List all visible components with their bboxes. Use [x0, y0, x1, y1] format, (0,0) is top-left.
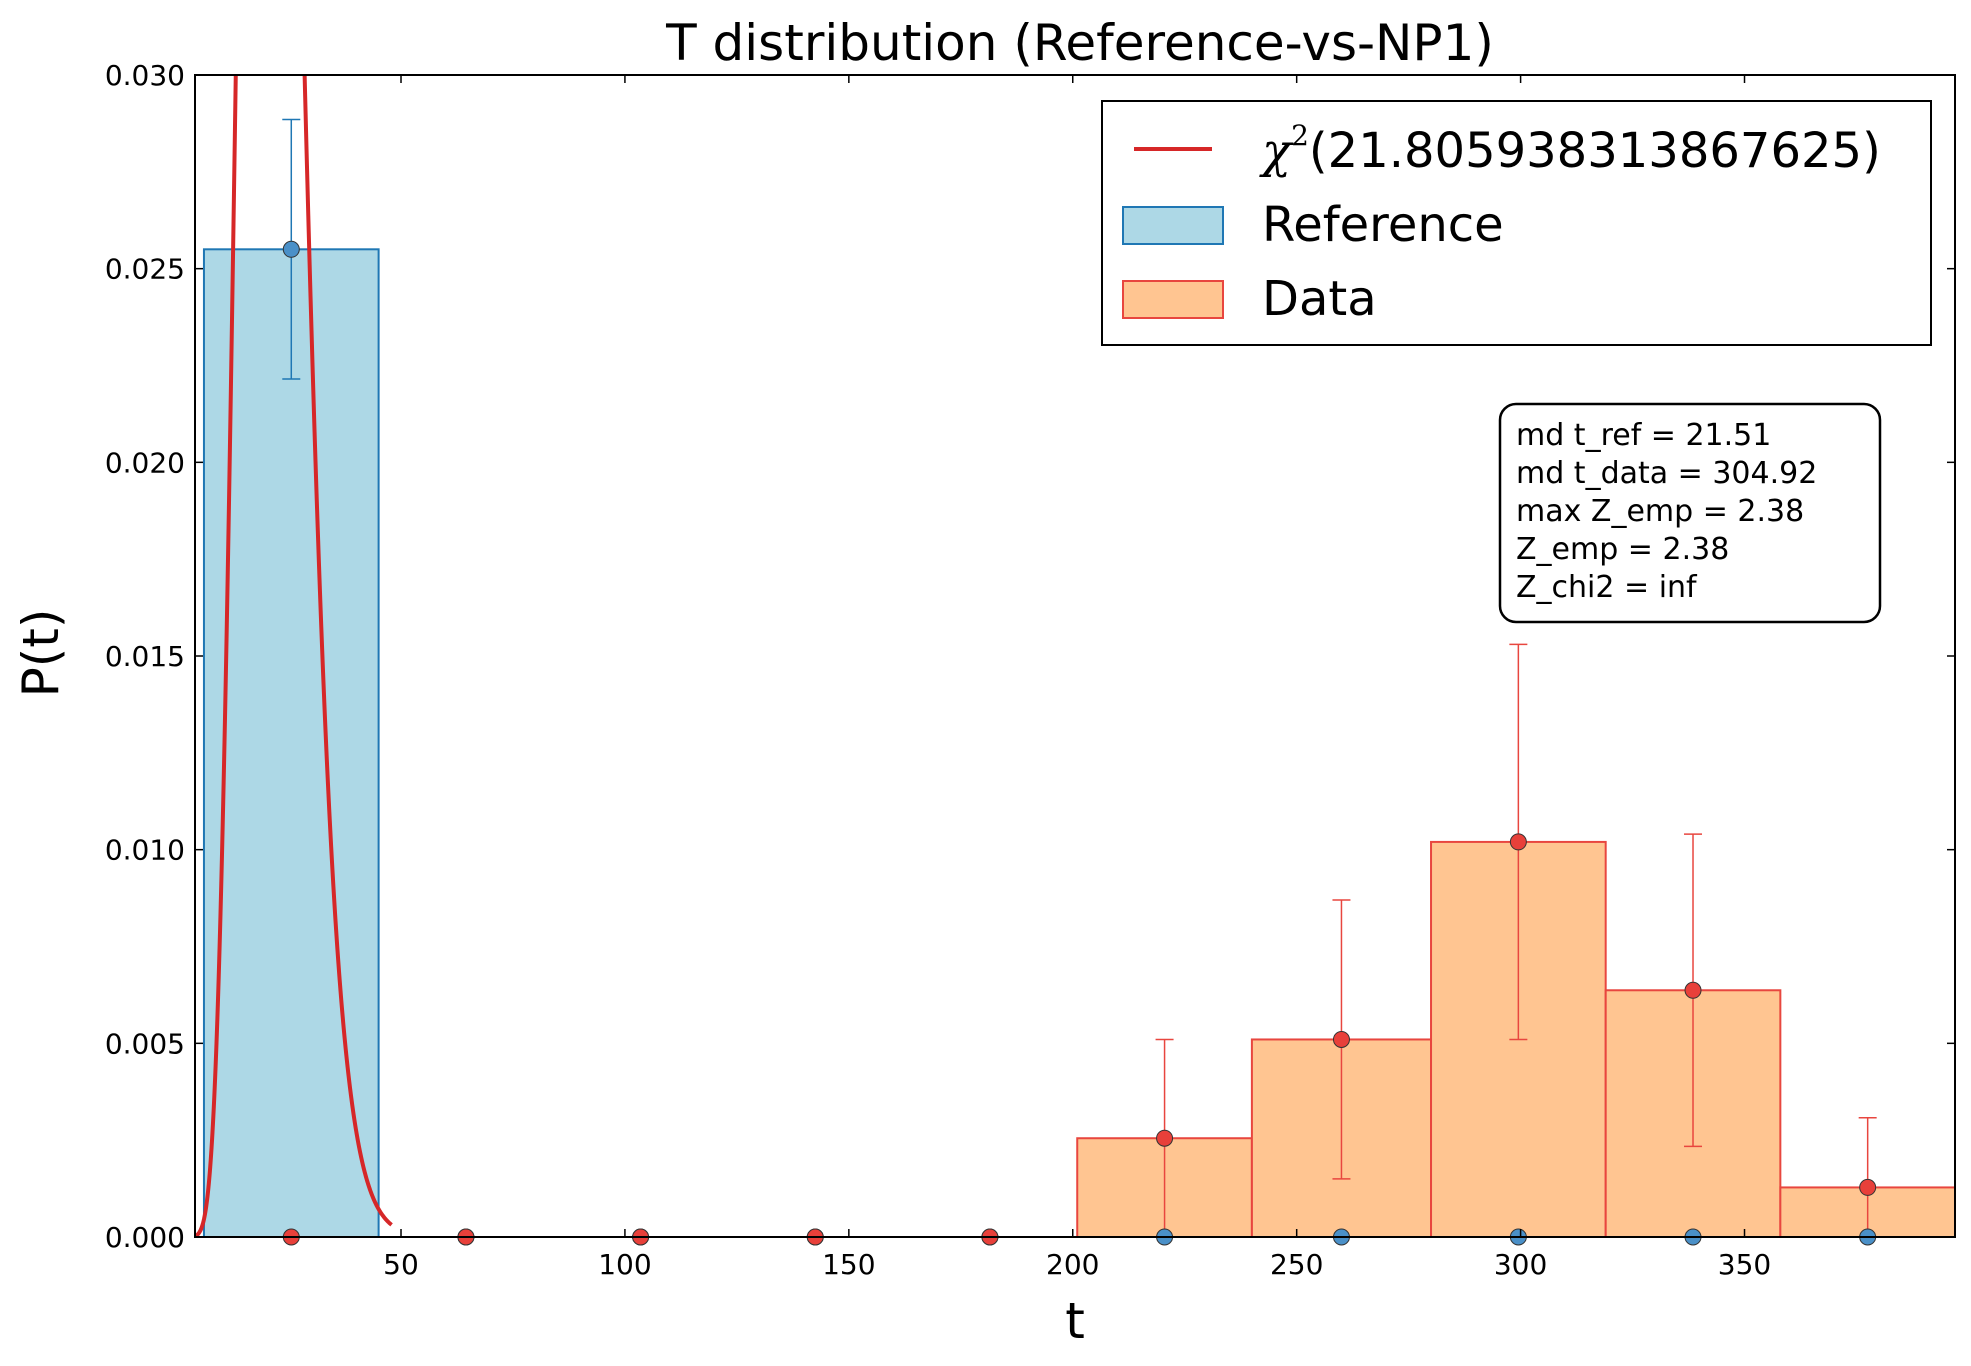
x-tick-label: 50	[383, 1248, 419, 1281]
stats-annotation-box: md t_ref = 21.51 md t_data = 304.92 max …	[1498, 402, 1882, 624]
stats-box-frame	[1498, 402, 1882, 624]
y-tick-label: 0.030	[105, 59, 185, 92]
x-tick-label: 350	[1718, 1248, 1771, 1281]
data-marker-8	[1684, 981, 1702, 999]
stats-md-t-ref: md t_ref = 21.51	[1516, 418, 1771, 453]
stats-md-t-data: md t_data = 304.92	[1516, 456, 1817, 491]
legend-box	[1101, 100, 1932, 346]
x-tick-label: 200	[1046, 1248, 1099, 1281]
reference-marker-0	[282, 240, 300, 258]
data-marker-7	[1509, 833, 1527, 851]
data-marker-6	[1332, 1030, 1350, 1048]
chi2-curve	[195, 75, 393, 1237]
legend-chi2-dof: (21.805938313867625)	[1309, 123, 1881, 179]
chart-title: T distribution (Reference-vs-NP1)	[665, 14, 1494, 72]
x-tick-label: 150	[822, 1248, 875, 1281]
stats-z-chi2: Z_chi2 = inf	[1516, 570, 1698, 605]
y-tick-label: 0.025	[105, 253, 185, 286]
legend: χ2(21.805938313867625) Reference Data	[1101, 100, 1932, 346]
legend-chi2-label: χ2(21.805938313867625)	[1259, 119, 1881, 179]
y-tick-label: 0.015	[105, 640, 185, 673]
x-axis-label: t	[1065, 1292, 1085, 1350]
y-tick-label: 0.020	[105, 446, 185, 479]
y-axis-label: P(t)	[12, 609, 70, 698]
stats-z-emp: Z_emp = 2.38	[1516, 532, 1729, 567]
legend-reference-swatch	[1122, 206, 1224, 245]
legend-data-swatch	[1122, 280, 1224, 319]
x-tick-label: 250	[1270, 1248, 1323, 1281]
legend-chi2-symbol: χ	[1259, 123, 1294, 179]
data-marker-9	[1859, 1178, 1877, 1196]
data-marker-5	[1156, 1129, 1174, 1147]
x-tick-label: 100	[598, 1248, 651, 1281]
legend-reference-label: Reference	[1262, 197, 1504, 253]
y-tick-label: 0.000	[105, 1221, 185, 1254]
x-axis-ticks: 50 100 150 200 250 300 350	[383, 75, 1771, 1281]
y-tick-label: 0.005	[105, 1027, 185, 1060]
y-tick-label: 0.010	[105, 834, 185, 867]
y-axis-ticks: 0.000 0.005 0.010 0.015 0.020 0.025 0.030	[105, 59, 1955, 1254]
chi2-curve-layer	[195, 75, 393, 1237]
x-tick-label: 300	[1494, 1248, 1547, 1281]
legend-chi2-superscript: 2	[1291, 119, 1309, 152]
legend-data-label: Data	[1262, 271, 1377, 327]
stats-max-z-emp: max Z_emp = 2.38	[1516, 494, 1804, 529]
